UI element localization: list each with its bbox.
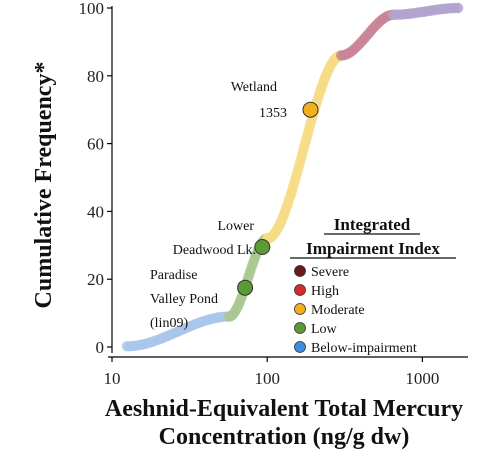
x-axis-title-line1: Aeshnid-Equivalent Total Mercury <box>105 396 463 422</box>
y-axis-title: Cumulative Frequency* <box>31 62 57 309</box>
legend-title-line2: Impairment Index <box>306 239 440 258</box>
x-tick-label: 1000 <box>405 369 439 388</box>
legend-label-low: Low <box>311 322 338 337</box>
x-axis-title-line2: Concentration (ng/g dw) <box>159 424 410 450</box>
y-tick-label: 60 <box>87 135 104 154</box>
annotation-wetland-line1: Wetland <box>231 80 277 95</box>
y-tick-label: 0 <box>96 338 105 357</box>
highlighted-point-0 <box>302 101 319 118</box>
legend-swatch-severe <box>294 265 306 277</box>
legend: Integrated Impairment Index Severe High Mo… <box>290 215 456 356</box>
y-tick-label: 20 <box>87 270 104 289</box>
highlighted-point-1 <box>254 239 271 255</box>
annotation-paradise-line2: Valley Pond <box>150 292 218 307</box>
annotation-deadwood-line1: Lower <box>217 219 254 234</box>
highlighted-point-2 <box>237 279 254 296</box>
legend-label-below: Below-impairment <box>311 341 417 356</box>
data-point-severe <box>452 2 464 14</box>
y-tick-label: 80 <box>87 67 104 86</box>
x-tick-label: 10 <box>104 369 121 388</box>
annotation-deadwood-line2: Deadwood Lk. <box>173 243 256 258</box>
y-tick-label: 100 <box>79 0 105 18</box>
annotation-wetland-line2: 1353 <box>259 106 287 121</box>
data-points <box>121 2 464 352</box>
legend-swatch-high <box>294 284 306 296</box>
annotation-paradise-line1: Paradise <box>150 268 197 283</box>
x-ticks: 10 100 1000 <box>104 357 439 388</box>
y-tick-label: 40 <box>87 202 104 221</box>
legend-label-moderate: Moderate <box>311 303 365 318</box>
x-tick-label: 100 <box>254 369 280 388</box>
legend-label-high: High <box>311 284 339 299</box>
legend-swatch-moderate <box>294 303 306 315</box>
highlighted-points <box>237 101 319 296</box>
annotation-paradise-line3: (lin09) <box>150 316 188 331</box>
legend-swatch-below <box>294 341 306 353</box>
y-ticks: 0 20 40 60 80 100 <box>79 0 112 357</box>
legend-items: Severe High Moderate Low Below-impairment <box>294 265 417 356</box>
legend-swatch-low <box>294 322 306 334</box>
legend-title-line1: Integrated <box>334 215 411 234</box>
legend-label-severe: Severe <box>311 265 349 280</box>
